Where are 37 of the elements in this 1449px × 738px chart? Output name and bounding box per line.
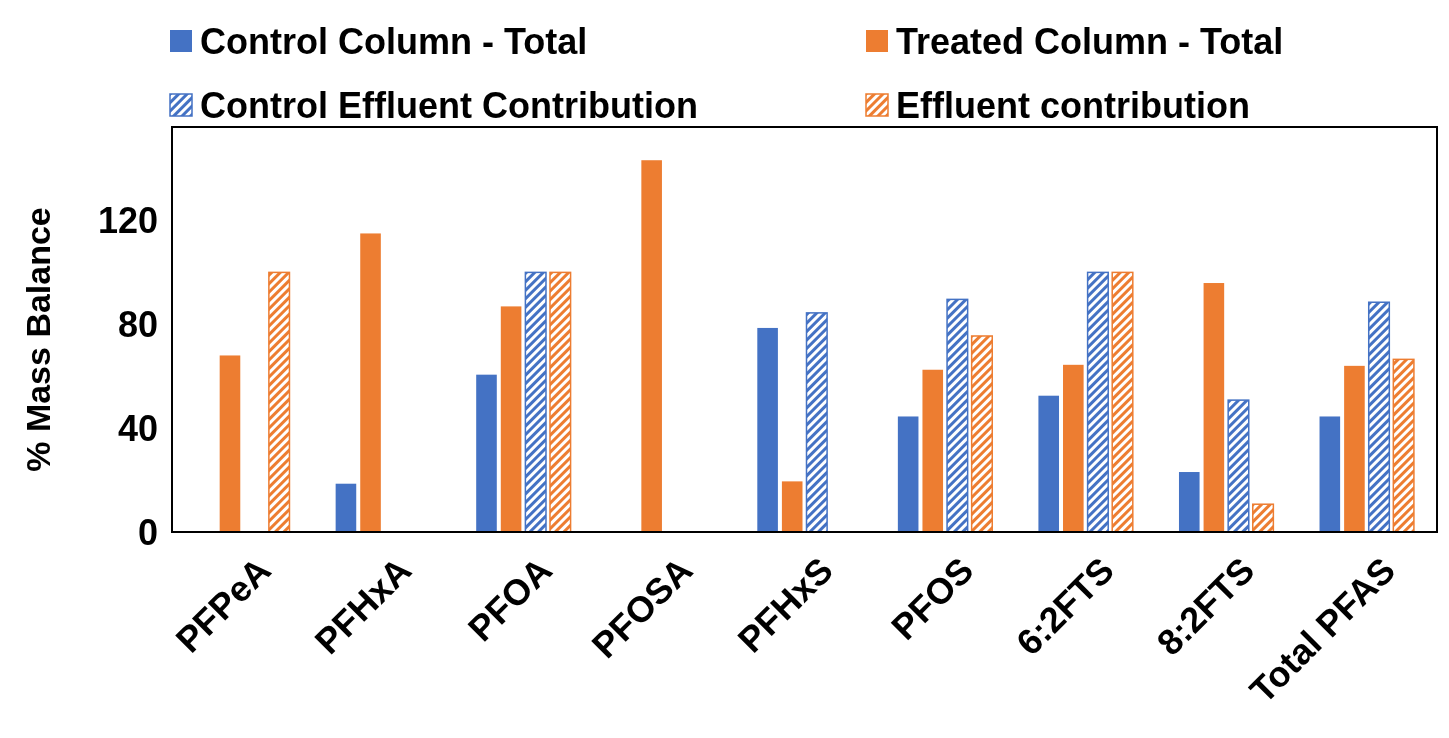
y-tick-label: 120 [97, 199, 158, 241]
bar [897, 416, 919, 532]
bar [641, 160, 662, 532]
bar [1111, 271, 1134, 533]
bar [1252, 503, 1275, 533]
bar [1344, 365, 1365, 532]
bar [1227, 399, 1250, 533]
y-axis-title: % Mass Balance [19, 207, 57, 472]
bar [476, 374, 497, 532]
bar [1063, 364, 1084, 532]
bar [805, 312, 828, 533]
bar [1392, 358, 1415, 533]
bar [1086, 271, 1109, 533]
bar [549, 271, 572, 533]
bar [1178, 472, 1200, 532]
y-tick-label: 80 [117, 303, 158, 345]
bar [781, 481, 803, 532]
legend-label: Control Column - Total [200, 20, 588, 62]
bar [757, 327, 778, 532]
bar [970, 335, 993, 533]
bar [1038, 395, 1060, 532]
bar [1203, 283, 1225, 532]
bar [946, 298, 969, 533]
legend-label: Treated Column - Total [896, 20, 1284, 62]
bar [219, 355, 241, 532]
bar [268, 271, 291, 533]
bar [1367, 301, 1391, 533]
bar [1319, 416, 1341, 532]
bar [524, 271, 547, 533]
legend-label: Control Effluent Contribution [200, 84, 698, 126]
bar [922, 369, 944, 532]
y-tick-label: 40 [117, 407, 158, 449]
bar [500, 306, 522, 532]
legend-label: Effluent contribution [896, 84, 1250, 126]
bar [360, 233, 381, 532]
bar [335, 483, 357, 532]
y-tick-label: 0 [137, 511, 158, 553]
